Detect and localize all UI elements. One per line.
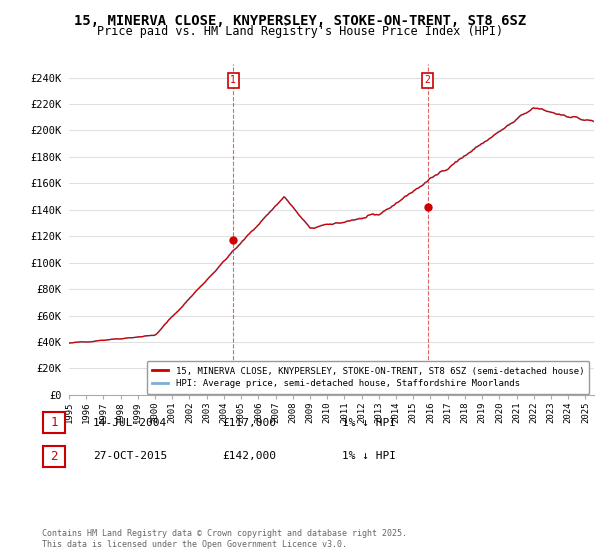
Text: 15, MINERVA CLOSE, KNYPERSLEY, STOKE-ON-TRENT, ST8 6SZ: 15, MINERVA CLOSE, KNYPERSLEY, STOKE-ON-… [74, 14, 526, 28]
Text: 1: 1 [230, 75, 236, 85]
Text: £142,000: £142,000 [222, 451, 276, 461]
Text: 1% ↓ HPI: 1% ↓ HPI [342, 418, 396, 428]
Text: 2: 2 [50, 450, 58, 463]
Text: 14-JUL-2004: 14-JUL-2004 [93, 418, 167, 428]
Text: 2: 2 [425, 75, 430, 85]
Legend: 15, MINERVA CLOSE, KNYPERSLEY, STOKE-ON-TRENT, ST8 6SZ (semi-detached house), HP: 15, MINERVA CLOSE, KNYPERSLEY, STOKE-ON-… [146, 361, 589, 394]
Text: Price paid vs. HM Land Registry's House Price Index (HPI): Price paid vs. HM Land Registry's House … [97, 25, 503, 38]
Text: Contains HM Land Registry data © Crown copyright and database right 2025.
This d: Contains HM Land Registry data © Crown c… [42, 529, 407, 549]
Text: 27-OCT-2015: 27-OCT-2015 [93, 451, 167, 461]
Text: £117,000: £117,000 [222, 418, 276, 428]
Text: 1: 1 [50, 416, 58, 430]
Text: 1% ↓ HPI: 1% ↓ HPI [342, 451, 396, 461]
